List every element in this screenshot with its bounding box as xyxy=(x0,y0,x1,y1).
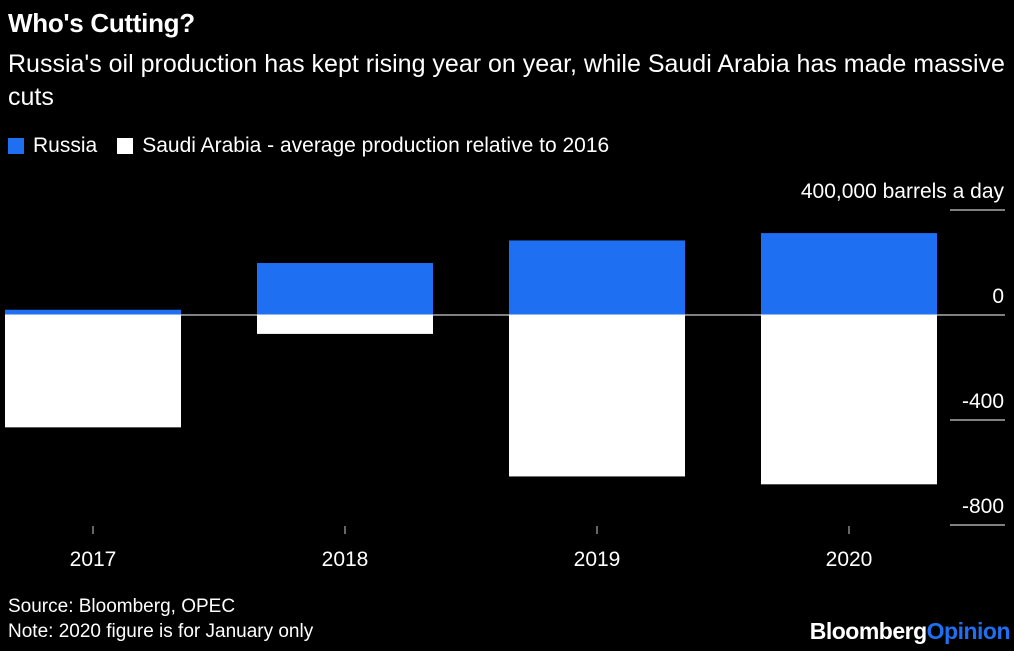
footer: Source: Bloomberg, OPEC Note: 2020 figur… xyxy=(8,594,313,644)
x-tick-label-2017: 2017 xyxy=(70,548,117,571)
footnote: Note: 2020 figure is for January only xyxy=(8,621,314,642)
bar-russia-2017 xyxy=(5,309,181,315)
legend-item-saudi: Saudi Arabia - average production relati… xyxy=(117,134,609,158)
brand-logo-part1: Bloomberg xyxy=(809,618,927,644)
x-tick-label-2019: 2019 xyxy=(574,548,621,571)
legend-swatch-russia xyxy=(8,138,24,154)
bar-russia-2018 xyxy=(257,263,433,315)
legend: Russia Saudi Arabia - average production… xyxy=(8,134,629,158)
chart-title: Who's Cutting? xyxy=(8,8,195,38)
bar-saudi-2020 xyxy=(761,315,937,485)
bar-saudi-2018 xyxy=(257,315,433,334)
brand-logo-part2: Opinion xyxy=(926,618,1011,644)
chart-subtitle: Russia's oil production has kept rising … xyxy=(8,50,1005,111)
y-tick-label-0: 400,000 barrels a day xyxy=(801,180,1005,203)
y-tick-label-1: 0 xyxy=(992,285,1004,308)
bar-saudi-2017 xyxy=(5,315,181,428)
brand-logo: BloombergOpinion xyxy=(809,618,1011,645)
bar-saudi-2019 xyxy=(509,315,685,477)
legend-label-saudi: Saudi Arabia - average production relati… xyxy=(142,134,610,157)
x-tick-label-2020: 2020 xyxy=(826,548,873,571)
y-tick-label-3: -800 xyxy=(962,495,1004,518)
bar-russia-2020 xyxy=(761,233,937,315)
source-note: Source: Bloomberg, OPEC xyxy=(8,596,236,617)
bar-russia-2019 xyxy=(509,240,685,315)
legend-swatch-saudi xyxy=(117,138,134,154)
y-tick-label-2: -400 xyxy=(962,390,1004,413)
legend-label-russia: Russia xyxy=(33,134,98,157)
x-tick-label-2018: 2018 xyxy=(322,548,369,571)
legend-item-russia: Russia xyxy=(8,134,97,158)
